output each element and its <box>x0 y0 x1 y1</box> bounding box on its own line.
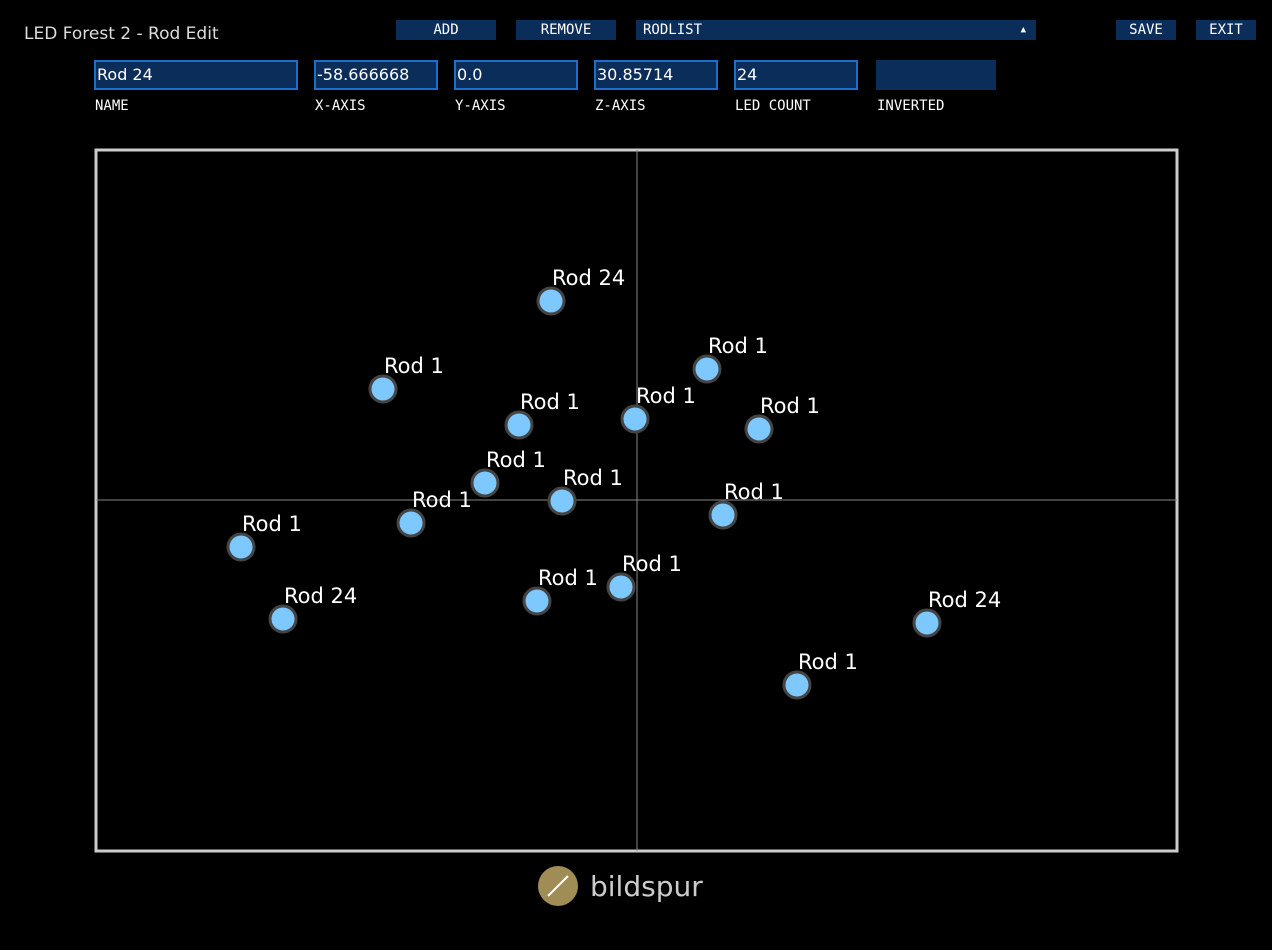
rod-point <box>522 586 552 616</box>
rod-point <box>368 374 398 404</box>
input-field[interactable]: 30.85714 <box>594 60 718 90</box>
exit-button[interactable]: EXIT <box>1196 20 1256 40</box>
plot-frame <box>94 148 1179 853</box>
input-field[interactable]: Rod 24 <box>94 60 298 90</box>
field-label: NAME <box>95 98 129 114</box>
input-field[interactable] <box>876 60 996 90</box>
rod-label: Rod 24 <box>552 266 625 290</box>
remove-button[interactable]: REMOVE <box>516 20 616 40</box>
rod-point <box>744 414 774 444</box>
rod-label: Rod 1 <box>412 488 472 512</box>
rod-point <box>547 486 577 516</box>
dropdown-arrow: ▲ <box>1020 25 1026 35</box>
field-label: Z-AXIS <box>595 98 646 114</box>
input-field[interactable]: 0.0 <box>454 60 578 90</box>
rod-label: Rod 1 <box>538 566 598 590</box>
rod-point <box>396 508 426 538</box>
rod-point <box>268 604 298 634</box>
rod-label: Rod 1 <box>760 394 820 418</box>
field-label: LED COUNT <box>735 98 811 114</box>
dropdown-label: RODLIST <box>643 22 703 38</box>
rod-point <box>620 404 650 434</box>
field-label: Y-AXIS <box>455 98 506 114</box>
rod-point <box>470 468 500 498</box>
rod-point <box>606 572 636 602</box>
input-field[interactable]: -58.666668 <box>314 60 438 90</box>
rod-label: Rod 24 <box>928 588 1001 612</box>
rod-label: Rod 1 <box>242 512 302 536</box>
rod-point <box>226 532 256 562</box>
input-field[interactable]: 24 <box>734 60 858 90</box>
logo-icon <box>538 866 578 906</box>
logo-slash <box>547 875 569 897</box>
rod-point <box>692 354 722 384</box>
rod-label: Rod 1 <box>486 448 546 472</box>
rod-label: Rod 24 <box>284 584 357 608</box>
rod-point <box>912 608 942 638</box>
logo-text: bildspur <box>590 870 703 903</box>
save-button[interactable]: SAVE <box>1116 20 1176 40</box>
rod-point <box>782 670 812 700</box>
field-label: INVERTED <box>877 98 945 114</box>
rod-label: Rod 1 <box>636 384 696 408</box>
rod-point <box>536 286 566 316</box>
rod-label: Rod 1 <box>520 390 580 414</box>
window-title: LED Forest 2 - Rod Edit <box>24 24 219 44</box>
rod-label: Rod 1 <box>798 650 858 674</box>
rod-label: Rod 1 <box>563 466 623 490</box>
add-button[interactable]: ADD <box>396 20 496 40</box>
field-label: X-AXIS <box>315 98 366 114</box>
rod-point <box>708 500 738 530</box>
rod-point <box>504 410 534 440</box>
rod-label: Rod 1 <box>622 552 682 576</box>
rod-label: Rod 1 <box>384 354 444 378</box>
rod-label: Rod 1 <box>708 334 768 358</box>
rodlist-dropdown[interactable]: RODLIST ▲ <box>636 20 1036 40</box>
rod-label: Rod 1 <box>724 480 784 504</box>
